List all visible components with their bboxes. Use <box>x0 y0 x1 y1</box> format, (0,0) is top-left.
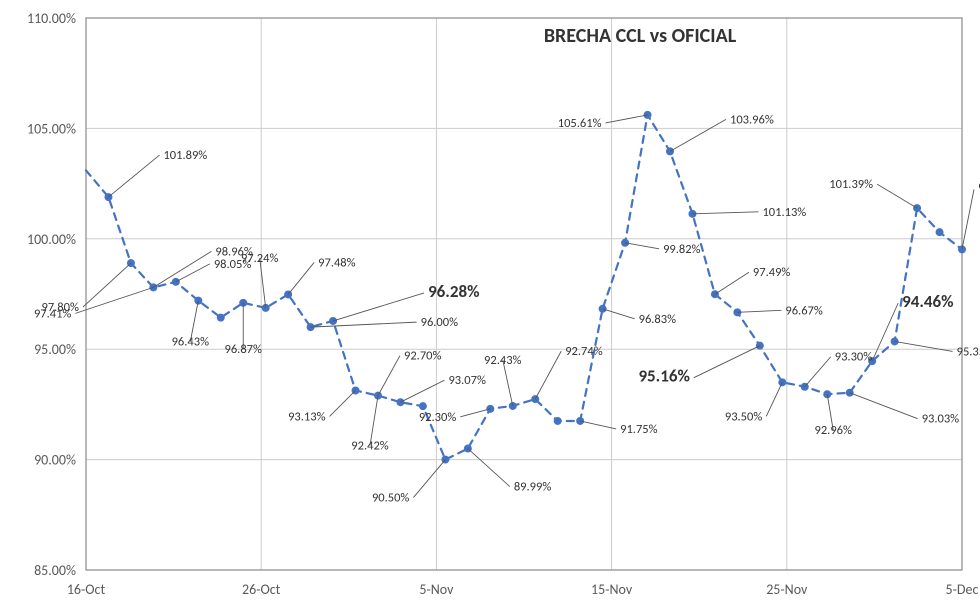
x-tick-label: 5-Dec <box>946 581 979 598</box>
x-tick-label: 25-Nov <box>766 581 808 598</box>
y-tick-label: 90.00% <box>34 452 76 469</box>
data-label: 97.24% <box>241 251 278 266</box>
data-label: 96.87% <box>225 342 262 357</box>
data-label: 92.30% <box>419 410 456 425</box>
data-label: 92.70% <box>404 349 441 364</box>
data-label: 94.46% <box>902 291 953 312</box>
data-label: 96.28% <box>428 281 479 302</box>
x-tick-label: 15-Nov <box>591 581 633 598</box>
y-tick-label: 110.00% <box>27 10 76 27</box>
chart-title: BRECHA CCL vs OFICIAL <box>544 24 737 48</box>
data-label: 92.96% <box>815 423 852 438</box>
y-tick-label: 100.00% <box>27 231 76 248</box>
data-label: 95.35% <box>957 344 980 359</box>
x-tick-label: 5-Nov <box>419 581 454 598</box>
data-label: 89.99% <box>514 480 551 495</box>
data-label: 92.43% <box>484 353 521 368</box>
x-tick-label: 26-Oct <box>242 581 281 598</box>
data-label: 93.13% <box>288 409 325 424</box>
data-label: 97.41% <box>34 306 71 321</box>
data-label: 96.83% <box>639 312 676 327</box>
data-label: 105.61% <box>558 116 602 131</box>
y-tick-label: 95.00% <box>34 341 76 358</box>
data-label: 92.42% <box>351 439 388 454</box>
data-label: 96.43% <box>172 335 209 350</box>
data-point <box>936 228 944 236</box>
y-tick-label: 105.00% <box>27 120 76 137</box>
x-tick-label: 16-Oct <box>67 581 106 598</box>
data-label: 91.75% <box>620 422 657 437</box>
data-label: 93.30% <box>835 350 872 365</box>
y-tick-label: 85.00% <box>34 562 76 579</box>
data-label: 96.67% <box>785 303 822 318</box>
data-label: 92.74% <box>565 344 602 359</box>
data-label: 101.89% <box>163 148 207 163</box>
data-label: 97.48% <box>318 255 355 270</box>
data-point <box>217 314 225 322</box>
data-point <box>554 417 562 425</box>
data-label: 93.07% <box>448 373 485 388</box>
data-label: 101.39% <box>829 177 873 192</box>
data-label: 97.49% <box>753 265 790 280</box>
data-label: 103.96% <box>730 112 774 127</box>
data-label: 93.03% <box>922 412 959 427</box>
data-label: 96.00% <box>421 315 458 330</box>
data-label: 99.82% <box>663 242 700 257</box>
data-label: 90.50% <box>372 491 409 506</box>
brecha-chart: 85.00% 90.00% 95.00% 100.00% 105.00% 110.00% 1… <box>0 0 980 614</box>
data-label: 93.50% <box>725 409 762 424</box>
data-label: 101.13% <box>762 205 806 220</box>
data-label: 95.16% <box>638 366 689 387</box>
